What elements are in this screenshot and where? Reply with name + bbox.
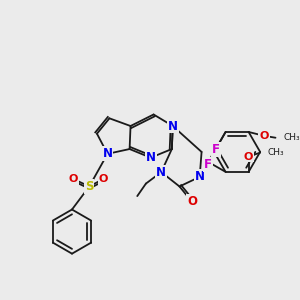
Text: F: F — [204, 158, 212, 171]
Text: O: O — [259, 131, 269, 141]
Text: N: N — [156, 166, 166, 178]
Text: N: N — [168, 119, 178, 133]
Text: S: S — [85, 180, 94, 193]
Text: O: O — [99, 174, 108, 184]
Text: CH₃: CH₃ — [268, 148, 284, 157]
Text: N: N — [146, 151, 156, 164]
Text: CH₃: CH₃ — [283, 133, 300, 142]
Text: N: N — [195, 170, 205, 183]
Text: O: O — [187, 195, 197, 208]
Text: F: F — [212, 143, 220, 156]
Text: O: O — [68, 174, 78, 184]
Text: O: O — [244, 152, 253, 161]
Text: N: N — [103, 147, 112, 160]
